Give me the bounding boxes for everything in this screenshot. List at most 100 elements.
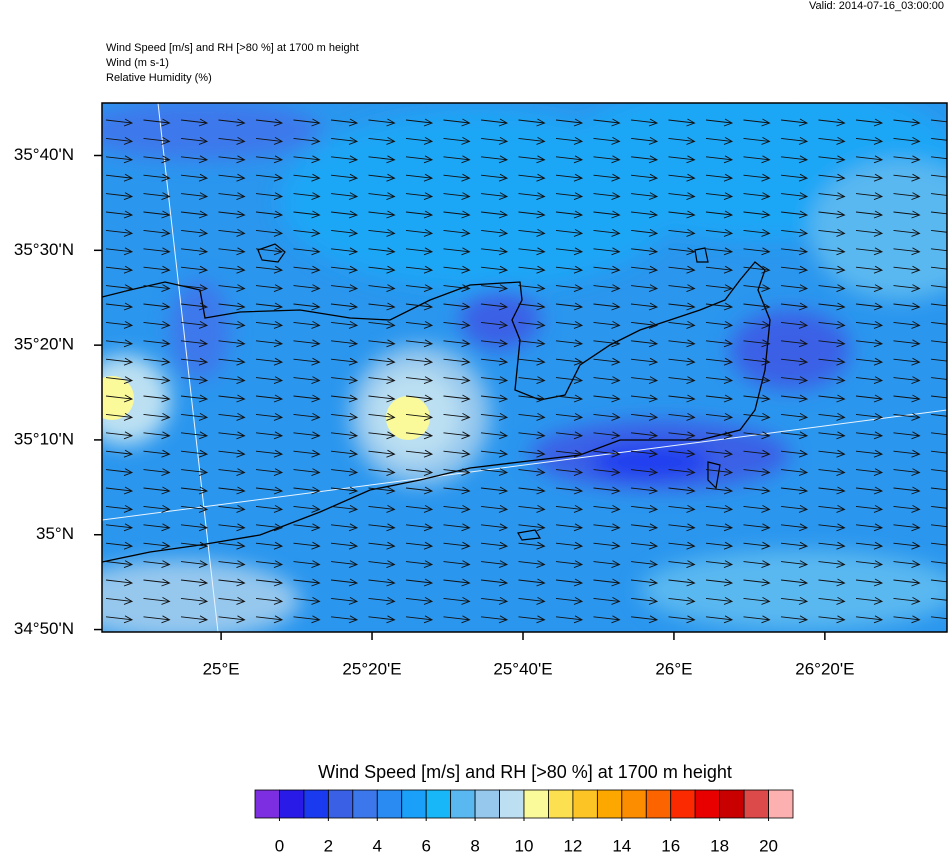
- wind-arrow: [443, 578, 471, 587]
- wind-arrow: [555, 173, 584, 182]
- wind-arrow: [293, 210, 321, 219]
- wind-arrow: [443, 541, 471, 550]
- wind-arrow: [480, 376, 509, 385]
- title-line: Wind (m s-1): [106, 57, 169, 69]
- wind-arrow: [218, 321, 246, 329]
- wind-arrow: [518, 431, 546, 440]
- wind-arrow: [780, 523, 809, 532]
- wind-arrow: [293, 357, 321, 366]
- wind-arrow: [405, 578, 434, 587]
- islands: [257, 243, 721, 541]
- wind-vectors: [105, 118, 947, 641]
- wind-arrow: [443, 357, 471, 366]
- wind-arrow: [480, 302, 509, 311]
- wind-arrow: [743, 486, 771, 495]
- wind-arrow: [330, 523, 359, 532]
- wind-arrow: [818, 229, 846, 237]
- colorbar-label: 16: [661, 836, 680, 854]
- wind-arrow: [518, 210, 546, 219]
- wind-arrow: [368, 541, 396, 550]
- wind-arrow: [255, 173, 284, 182]
- wind-arrow: [818, 505, 846, 513]
- wind-arrow: [855, 413, 884, 421]
- wind-arrow: [180, 505, 209, 513]
- wind-arrow: [293, 229, 321, 237]
- wind-arrow: [743, 247, 771, 256]
- wind-arrow: [630, 431, 659, 440]
- wind-arrow: [668, 229, 696, 237]
- wind-arrow: [219, 634, 245, 641]
- wind-arrow: [630, 413, 659, 421]
- wind-arrow: [143, 413, 171, 421]
- wind-arrow: [105, 560, 134, 569]
- wind-arrow: [780, 302, 809, 311]
- colorbar-box: [670, 789, 696, 819]
- wind-arrow: [480, 541, 509, 550]
- wind-arrow: [255, 247, 284, 256]
- wind-arrow: [105, 155, 134, 164]
- wind-arrow: [405, 468, 434, 477]
- wind-arrow: [330, 118, 359, 127]
- colorbar-box: [254, 789, 280, 819]
- colorbar-box: [401, 789, 427, 819]
- wind-arrow: [705, 302, 734, 311]
- wind-arrow: [293, 394, 321, 403]
- wind-arrow: [818, 118, 846, 127]
- wind-arrow: [630, 173, 659, 182]
- wind-arrow: [630, 192, 659, 201]
- wind-arrow: [630, 394, 659, 403]
- wind-arrow: [593, 468, 621, 477]
- wind-arrow: [518, 118, 546, 127]
- wind-arrow: [555, 413, 584, 421]
- wind-arrow: [218, 505, 246, 513]
- wind-arrow: [780, 486, 809, 495]
- wind-arrow: [930, 432, 947, 436]
- wind-arrow: [855, 523, 884, 532]
- wind-arrow: [855, 265, 884, 274]
- wind-arrow: [330, 173, 359, 182]
- wind-arrow: [443, 615, 471, 624]
- wind-arrow: [930, 413, 947, 417]
- wind-arrow: [818, 302, 846, 311]
- wind-arrow: [668, 210, 696, 219]
- wind-arrow: [180, 284, 209, 293]
- wind-arrow: [893, 357, 921, 366]
- wind-arrow: [518, 376, 546, 385]
- wind-arrow: [330, 265, 359, 274]
- wind-arrow: [480, 192, 509, 201]
- wind-arrow: [855, 486, 884, 495]
- lat-tick-label: 35°40'N: [14, 145, 74, 164]
- wind-arrow: [405, 247, 434, 256]
- wind-arrow: [105, 137, 134, 145]
- wind-arrow: [330, 394, 359, 403]
- wind-arrow: [143, 615, 171, 624]
- wind-arrow: [255, 486, 284, 495]
- wind-arrow: [555, 541, 584, 550]
- wind-arrow: [705, 118, 734, 127]
- wind-arrow: [930, 211, 947, 215]
- wind-arrow: [555, 321, 584, 329]
- wind-arrow: [255, 560, 284, 569]
- wind-arrow: [293, 486, 321, 495]
- wind-arrow: [669, 634, 695, 641]
- wind-arrow: [443, 210, 471, 219]
- wind-arrow: [180, 265, 209, 274]
- wind-arrow: [744, 634, 770, 641]
- wind-arrow: [218, 486, 246, 495]
- wind-arrow: [893, 265, 921, 274]
- wind-arrow: [255, 155, 284, 164]
- colorbar-label: 14: [612, 836, 631, 854]
- wind-arrow: [555, 210, 584, 219]
- wind-arrow: [255, 578, 284, 587]
- wind-arrow: [930, 266, 947, 270]
- wind-arrow: [593, 173, 621, 182]
- wind-arrow: [368, 486, 396, 495]
- wind-arrow: [855, 118, 884, 127]
- wind-arrow: [255, 137, 284, 145]
- wind-arrow: [405, 137, 434, 145]
- wind-arrow: [893, 321, 921, 329]
- wind-arrow: [405, 339, 434, 348]
- wind-arrow: [368, 192, 396, 201]
- wind-arrow: [893, 578, 921, 587]
